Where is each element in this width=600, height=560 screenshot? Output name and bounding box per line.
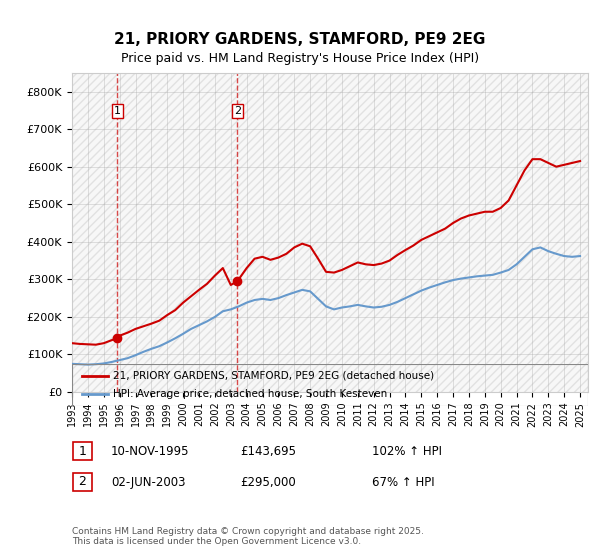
- Text: Contains HM Land Registry data © Crown copyright and database right 2025.
This d: Contains HM Land Registry data © Crown c…: [72, 526, 424, 546]
- Text: 2: 2: [234, 106, 241, 116]
- Text: 1: 1: [79, 445, 86, 458]
- Text: 102% ↑ HPI: 102% ↑ HPI: [372, 445, 442, 458]
- Text: £143,695: £143,695: [240, 445, 296, 458]
- Text: £295,000: £295,000: [240, 475, 296, 489]
- Bar: [72, 73, 588, 392]
- Text: 1: 1: [114, 106, 121, 116]
- Text: 2: 2: [79, 475, 86, 488]
- Text: 21, PRIORY GARDENS, STAMFORD, PE9 2EG: 21, PRIORY GARDENS, STAMFORD, PE9 2EG: [115, 32, 485, 46]
- Text: Price paid vs. HM Land Registry's House Price Index (HPI): Price paid vs. HM Land Registry's House …: [121, 52, 479, 66]
- Text: 21, PRIORY GARDENS, STAMFORD, PE9 2EG (detached house): 21, PRIORY GARDENS, STAMFORD, PE9 2EG (d…: [113, 371, 434, 381]
- Text: 10-NOV-1995: 10-NOV-1995: [111, 445, 190, 458]
- Text: 02-JUN-2003: 02-JUN-2003: [111, 475, 185, 489]
- Text: HPI: Average price, detached house, South Kesteven: HPI: Average price, detached house, Sout…: [113, 389, 388, 399]
- Text: 67% ↑ HPI: 67% ↑ HPI: [372, 475, 434, 489]
